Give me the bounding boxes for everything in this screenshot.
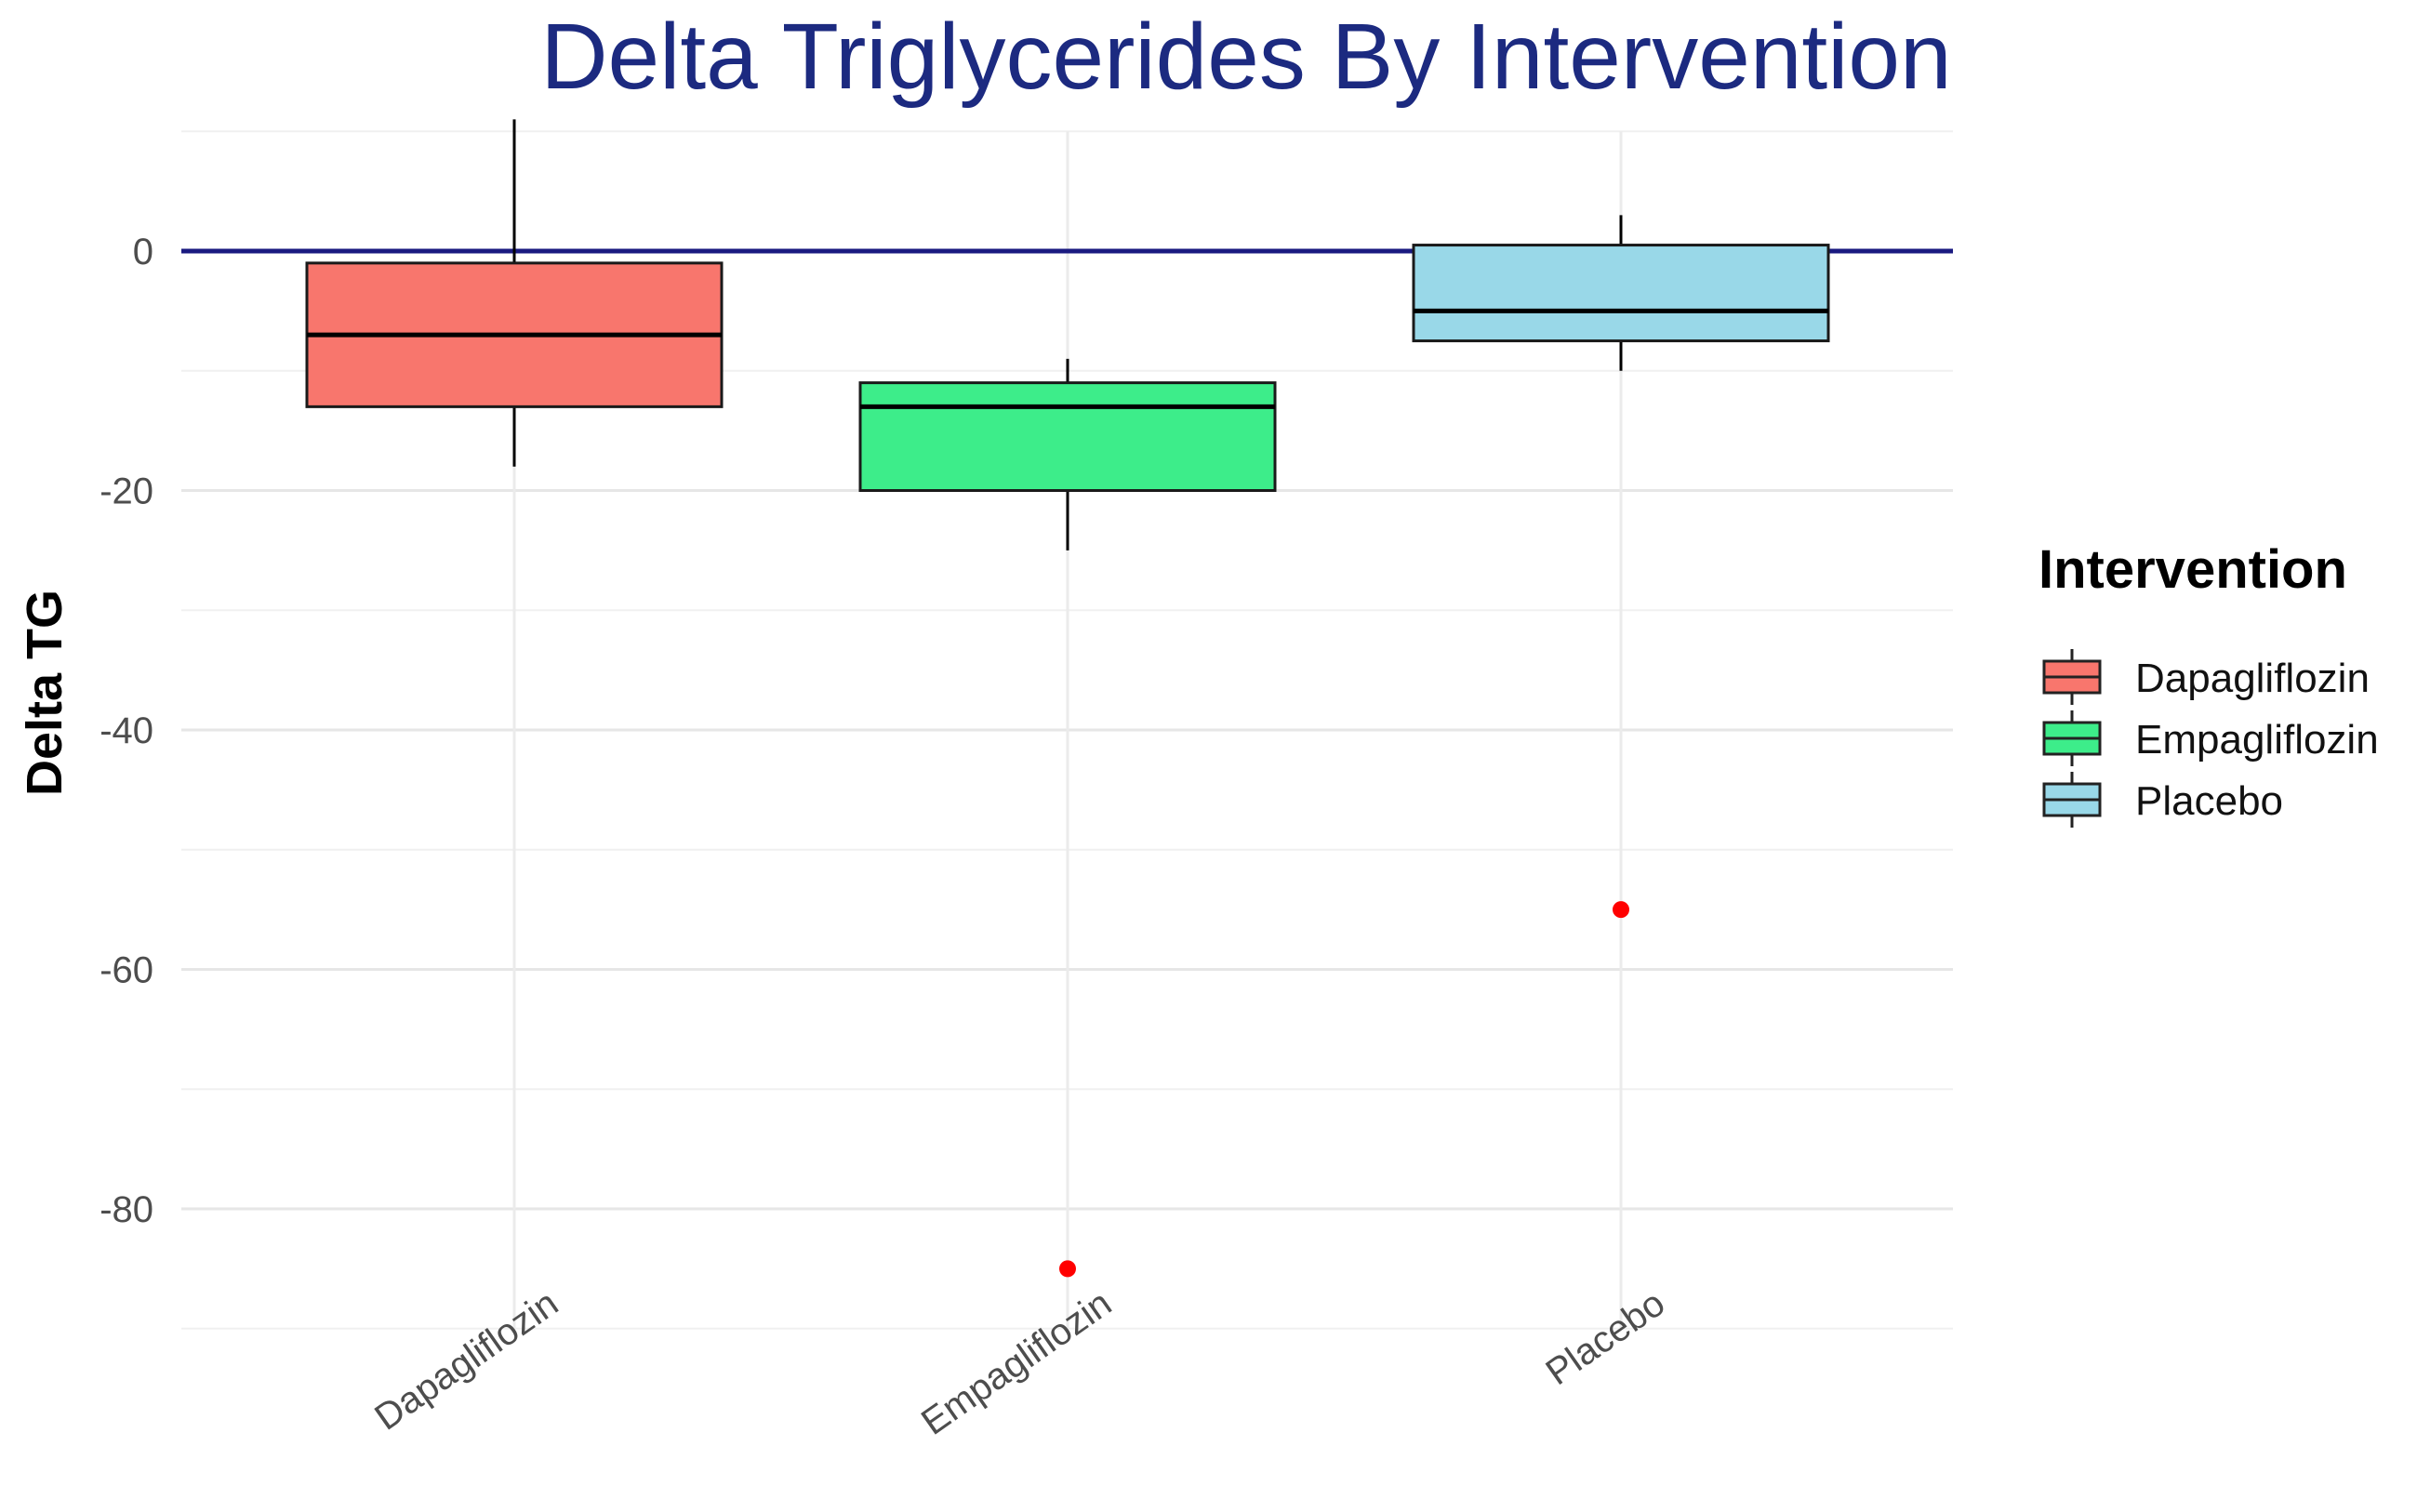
- legend-label-placebo: Placebo: [2135, 778, 2283, 824]
- legend: Intervention Dapagliflozin Empagliflozin P…: [2039, 539, 2379, 828]
- y-tick-label: 0: [133, 232, 153, 272]
- y-axis-label: Delta TG: [17, 590, 73, 796]
- box-placebo: [1412, 244, 1830, 343]
- boxes-layer: [305, 119, 1830, 1278]
- box-empagliflozin: [858, 381, 1277, 492]
- outlier-point-empagliflozin: [1059, 1260, 1076, 1278]
- y-tick-label: -40: [100, 710, 153, 751]
- y-tick-label: -20: [100, 471, 153, 512]
- legend-label-dapagliflozin: Dapagliflozin: [2135, 656, 2370, 701]
- chart-title: Delta Triglycerides By Intervention: [540, 5, 1951, 109]
- outlier-point-placebo: [1613, 901, 1629, 919]
- y-tick-label: -60: [100, 950, 153, 991]
- legend-label-empagliflozin: Empagliflozin: [2135, 717, 2379, 763]
- y-tick-label: -80: [100, 1189, 153, 1230]
- legend-title: Intervention: [2039, 539, 2347, 600]
- x-tick-labels: Dapagliflozin Empagliflozin Placebo: [367, 1282, 1672, 1442]
- y-tick-labels: 0 -20 -40 -60 -80: [100, 232, 153, 1230]
- x-tick-label-empagliflozin: Empagliflozin: [914, 1282, 1119, 1442]
- x-tick-label-dapagliflozin: Dapagliflozin: [367, 1282, 565, 1438]
- x-tick-label-placebo: Placebo: [1539, 1282, 1673, 1393]
